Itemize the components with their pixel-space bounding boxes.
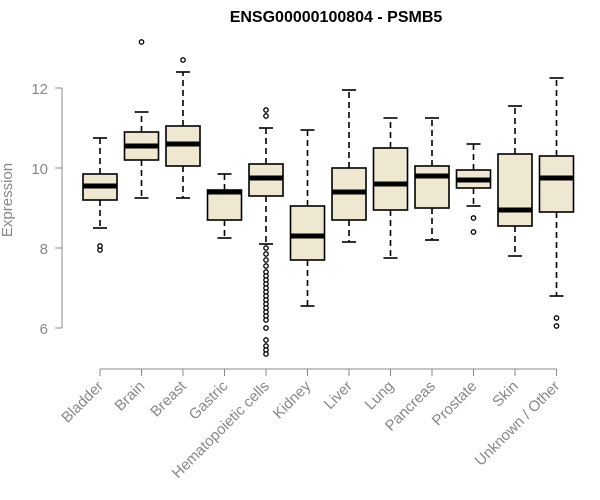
outlier-point bbox=[263, 257, 269, 263]
box-skin bbox=[497, 105, 533, 257]
y-tick-label: 8 bbox=[40, 241, 48, 258]
y-axis-label: Expression bbox=[0, 163, 16, 237]
chart-title: ENSG00000100804 - PSMB5 bbox=[230, 9, 443, 26]
x-tick-label: Breast bbox=[147, 377, 190, 420]
outlier-point bbox=[470, 215, 477, 221]
outlier-point bbox=[263, 263, 269, 269]
box-gastric bbox=[206, 173, 243, 239]
outlier-point bbox=[263, 337, 269, 343]
outlier-point bbox=[180, 57, 186, 63]
box-iqr bbox=[289, 205, 326, 261]
box-prostate bbox=[455, 143, 492, 235]
outlier-point bbox=[263, 113, 269, 119]
box-iqr bbox=[372, 147, 409, 211]
outlier-point bbox=[263, 325, 269, 331]
x-tick-label: Kidney bbox=[270, 377, 315, 422]
y-tick-label: 12 bbox=[31, 81, 48, 98]
box-iqr bbox=[497, 153, 533, 227]
box-liver bbox=[331, 89, 367, 243]
boxes-group bbox=[82, 39, 575, 357]
y-tick-label: 6 bbox=[40, 321, 48, 338]
x-tick-label: Bladder bbox=[58, 378, 107, 427]
box-brain bbox=[123, 39, 160, 199]
outlier-point bbox=[470, 229, 477, 235]
outlier-point bbox=[138, 39, 145, 45]
box-lung bbox=[372, 117, 409, 259]
x-tick-label: Brain bbox=[112, 378, 149, 415]
x-tick-label: Liver bbox=[321, 378, 356, 413]
box-iqr bbox=[414, 165, 450, 209]
box-iqr bbox=[538, 155, 575, 213]
outlier-point bbox=[263, 107, 269, 113]
outlier-point bbox=[553, 323, 560, 329]
box-unknown-other bbox=[538, 77, 575, 329]
box-iqr bbox=[206, 189, 243, 221]
x-tick-label: Prostate bbox=[429, 378, 481, 430]
y-axis: 6 8 10 12 bbox=[31, 81, 63, 338]
outlier-point bbox=[97, 243, 103, 249]
box-pancreas bbox=[414, 117, 450, 241]
outlier-point bbox=[263, 251, 269, 257]
box-kidney bbox=[289, 129, 326, 307]
outlier-point bbox=[263, 351, 269, 357]
x-tick-label: Lung bbox=[362, 378, 398, 414]
x-tick-label: Skin bbox=[489, 378, 522, 411]
outlier-point bbox=[263, 317, 269, 323]
y-tick-label: 10 bbox=[31, 161, 48, 178]
outlier-point bbox=[553, 315, 560, 321]
box-bladder bbox=[82, 137, 118, 253]
outlier-point bbox=[263, 245, 269, 251]
box-hematopoietic-cells bbox=[248, 107, 284, 357]
box-breast bbox=[165, 57, 201, 199]
